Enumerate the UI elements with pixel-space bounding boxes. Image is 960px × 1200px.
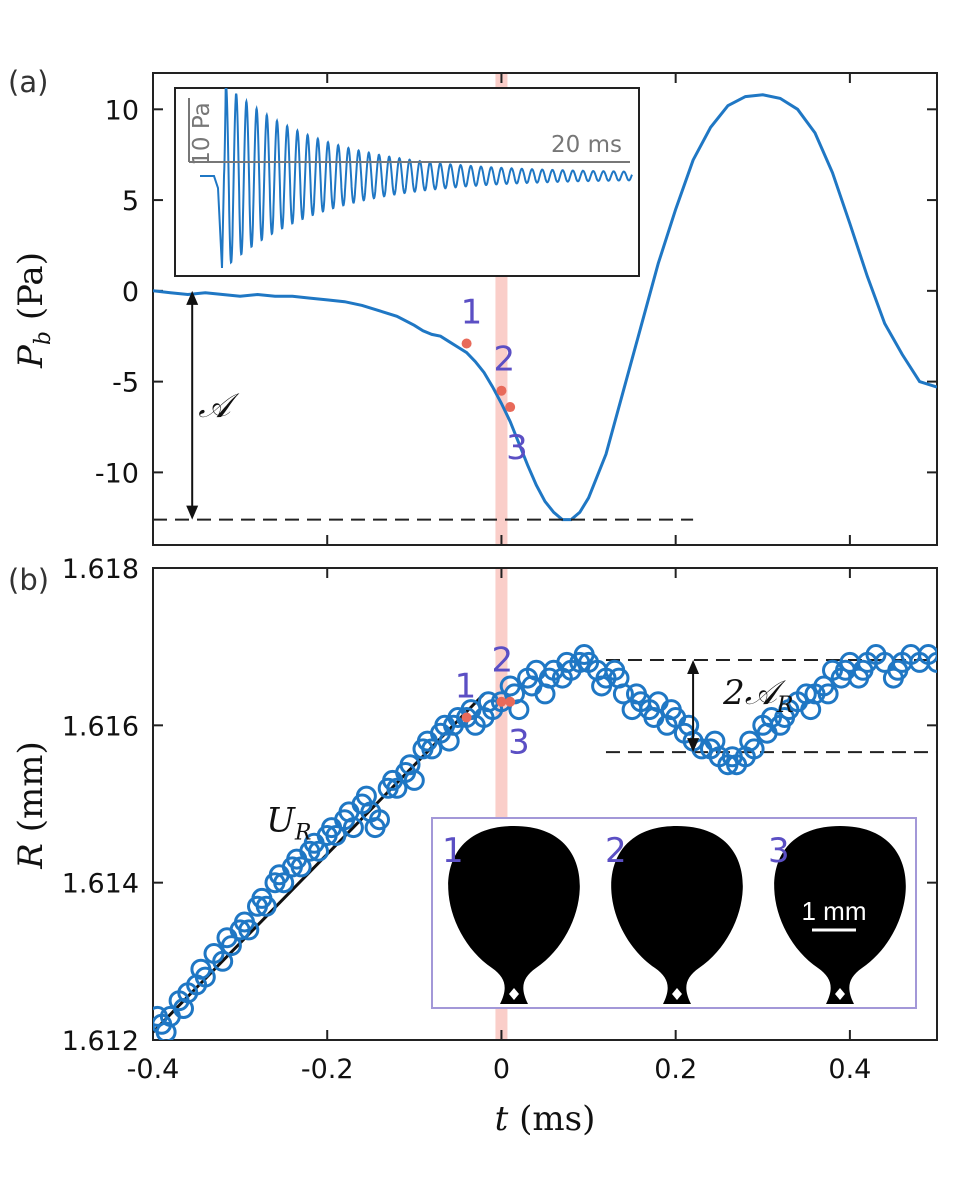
radius-point xyxy=(308,840,329,862)
b-marker-point xyxy=(496,696,507,707)
panel-b-label: (b) xyxy=(8,563,49,597)
panel-b-yticks: 1.618 1.616 1.614 1.612 xyxy=(62,554,937,1057)
b-ytick-label: 1.618 xyxy=(62,554,139,585)
a-marker-label: 1 xyxy=(461,292,483,332)
radius-point xyxy=(194,966,216,988)
drop-frame-label: 3 xyxy=(768,831,790,871)
panel-b-frame xyxy=(152,567,938,1041)
a-ytick-label: 5 xyxy=(122,186,139,217)
b-ytick-label: 1.614 xyxy=(62,869,139,900)
a-marker-point xyxy=(461,338,472,349)
b-marker-point xyxy=(505,696,516,707)
drop-neck xyxy=(835,988,845,1000)
radius-point xyxy=(238,919,260,941)
panel-a-ylabel: Pb (Pa) xyxy=(11,252,56,369)
radius-point xyxy=(290,856,312,878)
panel-b-xticks: -0.4 -0.2 0 0.2 0.4 xyxy=(127,568,871,1085)
radius-point xyxy=(255,895,277,917)
a-ytick-label: 10 xyxy=(105,95,139,126)
b-marker-label: 2 xyxy=(491,641,513,681)
amplitude-r-arrow-head-up xyxy=(687,660,700,675)
radius-point xyxy=(403,769,425,791)
panel-a-frame xyxy=(152,72,938,546)
b-marker-label: 3 xyxy=(508,723,530,763)
b-xtick-label: 0.2 xyxy=(654,1054,697,1085)
panel-a-label: (a) xyxy=(8,65,48,99)
amplitude-r-label: 2𝒜R xyxy=(722,673,793,718)
drop-neck xyxy=(672,988,682,1000)
a-marker-label: 3 xyxy=(506,428,528,468)
radius-point xyxy=(342,817,364,839)
radius-point xyxy=(325,825,347,846)
a-marker-point xyxy=(496,385,507,396)
a-ytick-label: 0 xyxy=(122,277,139,308)
drop-images-inset: 1 2 3 1 mm xyxy=(431,817,917,1009)
drop-silhouette xyxy=(774,826,906,1004)
radius-point xyxy=(273,872,295,894)
panel-a-markers: 12 3 xyxy=(461,292,528,468)
b-marker-point xyxy=(461,712,472,723)
drop-frame-label: 1 xyxy=(442,831,464,871)
amplitude-r-arrow-head-down xyxy=(687,738,700,753)
drop-frames: 1 2 3 xyxy=(442,826,906,1004)
panel-b-ylabel: R (mm) xyxy=(11,741,51,869)
amplitude-label: 𝒜 xyxy=(198,386,240,426)
b-xtick-label: -0.4 xyxy=(127,1054,180,1085)
panel-b-markers: 12 3 xyxy=(455,641,530,763)
drop-frame: 1 xyxy=(442,826,580,1004)
inset-oscillation-curve xyxy=(200,88,633,269)
radius-point xyxy=(212,950,234,972)
a-marker-label: 2 xyxy=(493,340,515,380)
drop-scale-label: 1 mm xyxy=(802,896,867,926)
radius-point xyxy=(508,699,530,721)
amplitude-arrow-head-down xyxy=(186,505,199,520)
radius-point xyxy=(421,738,443,760)
amplitude-arrow xyxy=(186,290,199,520)
b-ytick-label: 1.612 xyxy=(62,1026,139,1057)
b-xtick-label: 0 xyxy=(493,1054,510,1085)
radius-point xyxy=(220,935,242,957)
radius-point xyxy=(817,683,839,705)
radius-point xyxy=(369,809,390,831)
drop-silhouette xyxy=(448,826,580,1004)
b-xtick-label: -0.2 xyxy=(301,1054,354,1085)
drop-frame: 3 xyxy=(768,826,906,1004)
drop-frame-label: 2 xyxy=(605,831,627,871)
panel-b-xlabel: t (ms) xyxy=(495,1099,596,1139)
inset-scale-y-label: 10 Pa xyxy=(189,102,215,166)
pressure-inset: 10 Pa 20 ms xyxy=(174,87,640,277)
drop-silhouette xyxy=(611,826,743,1004)
b-xtick-label: 0.4 xyxy=(828,1054,871,1085)
drop-neck xyxy=(509,988,519,1000)
pressure-curve xyxy=(153,93,937,522)
a-ytick-label: -10 xyxy=(95,458,139,489)
a-ytick-label: -5 xyxy=(112,368,139,399)
fit-line-label: UR xyxy=(266,801,311,846)
b-marker-label: 1 xyxy=(455,666,477,706)
radius-point xyxy=(743,738,765,760)
inset-scale-x-label: 20 ms xyxy=(551,132,622,158)
amplitude-arrow-head-up xyxy=(186,290,199,305)
radius-point xyxy=(386,777,408,799)
b-ytick-label: 1.616 xyxy=(62,711,139,742)
radius-point xyxy=(612,683,634,705)
panel-b: (b) 1.618 1.616 1.614 1.612 -0.4 -0.2 0 0.2 0.4… xyxy=(8,554,938,1139)
panel-a: (a) 10 5 0 -5 -10 Pb (Pa) 𝒜 12 3 10 Pa 20 ms xyxy=(8,65,938,546)
panel-a-yticks: 10 5 0 -5 -10 xyxy=(95,73,937,545)
amplitude-r-arrow xyxy=(687,660,700,753)
a-marker-point xyxy=(505,402,516,413)
drop-frame: 2 xyxy=(605,826,743,1004)
radius-point xyxy=(926,651,937,673)
